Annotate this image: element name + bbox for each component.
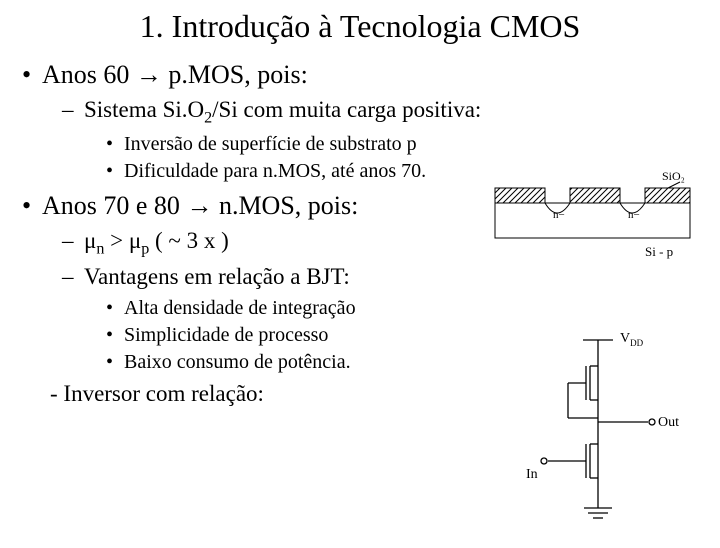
- b2-prefix: Anos 70 e 80: [42, 191, 186, 220]
- vdd-label: V: [620, 331, 630, 346]
- b1-suffix: p.MOS, pois:: [162, 60, 308, 89]
- in-label: In: [526, 467, 538, 482]
- mu1: μ: [84, 228, 96, 253]
- b1s1-subnum: 2: [204, 109, 212, 126]
- figure-inverter-schematic: VDD Out In: [508, 328, 698, 538]
- si-p-label: Si - p: [645, 244, 673, 259]
- arrow-2: →: [186, 191, 212, 220]
- gt: >: [104, 228, 128, 253]
- mu-tail: ( ~ 3 x ): [149, 228, 229, 253]
- nminus-label-1: n−: [553, 209, 565, 221]
- out-label: Out: [658, 415, 679, 430]
- vdd-sub: DD: [630, 338, 643, 348]
- figure-cross-section: n− n− SiO₂ Si - p: [490, 168, 700, 268]
- b1s1-ss1: Inversão de superfície de substrato p: [106, 132, 720, 157]
- svg-text:VDD: VDD: [620, 331, 644, 348]
- b2-suffix: n.MOS, pois:: [212, 191, 358, 220]
- arrow-1: →: [136, 60, 162, 89]
- mu2: μ: [129, 228, 141, 253]
- b2s2-ss1: Alta densidade de integração: [106, 296, 720, 321]
- bullet-anos60: Anos 60 → p.MOS, pois: Sistema Si.O2/Si …: [18, 59, 720, 184]
- b2s2-text: Vantagens em relação a BJT:: [84, 264, 350, 289]
- sio2-label: SiO₂: [662, 169, 685, 183]
- b1s1-prefix: Sistema Si.O: [84, 97, 204, 122]
- slide-title: 1. Introdução à Tecnologia CMOS: [0, 8, 720, 45]
- b1-prefix: Anos 60: [42, 60, 136, 89]
- nminus-label-2: n−: [628, 209, 640, 221]
- b1s1-suffix: /Si com muita carga positiva:: [212, 97, 481, 122]
